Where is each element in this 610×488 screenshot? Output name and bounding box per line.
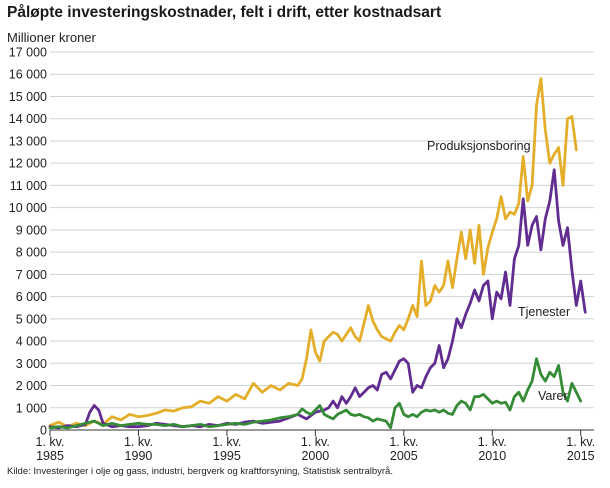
series-line-produksjonsboring <box>48 77 578 429</box>
y-tick-label: 12 000 <box>9 157 47 171</box>
y-tick-label: 4 000 <box>16 335 47 349</box>
y-tick-label: 16 000 <box>9 68 47 82</box>
y-tick-label: 9 000 <box>16 223 47 237</box>
x-tick-label-line2: 2010 <box>478 449 506 463</box>
y-tick-label: 10 000 <box>9 201 47 215</box>
x-tick-label-line1: 1. kv. <box>301 435 330 449</box>
chart-title: Påløpte investeringskostnader, felt i dr… <box>7 4 442 21</box>
x-tick-label-line1: 1. kv. <box>212 435 241 449</box>
x-tick-label-line1: 1. kv. <box>36 435 65 449</box>
y-tick-label: 15 000 <box>9 90 47 104</box>
series-line-varer <box>48 357 583 430</box>
y-tick-label: 11 000 <box>10 179 47 193</box>
y-tick-label: 3 000 <box>16 357 47 371</box>
x-tick-label-line1: 1. kv. <box>124 435 153 449</box>
x-tick-label-line1: 1. kv. <box>478 435 507 449</box>
y-axis-label: Millioner kroner <box>7 30 96 45</box>
y-tick-label: 2 000 <box>16 379 47 393</box>
series-label-tjenester: Tjenester <box>518 305 570 319</box>
series-label-produksjonsboring: Produksjonsboring <box>427 139 531 153</box>
y-tick-label: 13 000 <box>9 134 47 148</box>
x-tick-label-line2: 2005 <box>390 449 418 463</box>
source-note: Kilde: Investeringer i olje og gass, ind… <box>7 466 393 477</box>
y-tick-label: 14 000 <box>9 112 47 126</box>
x-tick-label-line2: 1990 <box>125 449 153 463</box>
x-tick-label-line1: 1. kv. <box>566 435 595 449</box>
series-label-varer: Varer <box>538 389 568 403</box>
x-tick-label-line2: 2015 <box>567 449 595 463</box>
y-tick-label: 1 000 <box>16 401 47 415</box>
x-tick-label-line1: 1. kv. <box>389 435 418 449</box>
x-tick-label-line2: 2000 <box>301 449 329 463</box>
y-tick-label: 6 000 <box>16 290 47 304</box>
y-tick-label: 17 000 <box>9 46 47 60</box>
y-tick-label: 7 000 <box>16 268 47 282</box>
y-tick-label: 8 000 <box>16 246 47 260</box>
x-tick-label-line2: 1985 <box>36 449 64 463</box>
series-line-tjenester <box>48 168 587 430</box>
y-tick-label: 0 <box>40 424 47 438</box>
y-tick-label: 5 000 <box>16 312 47 326</box>
x-tick-label-line2: 1995 <box>213 449 241 463</box>
